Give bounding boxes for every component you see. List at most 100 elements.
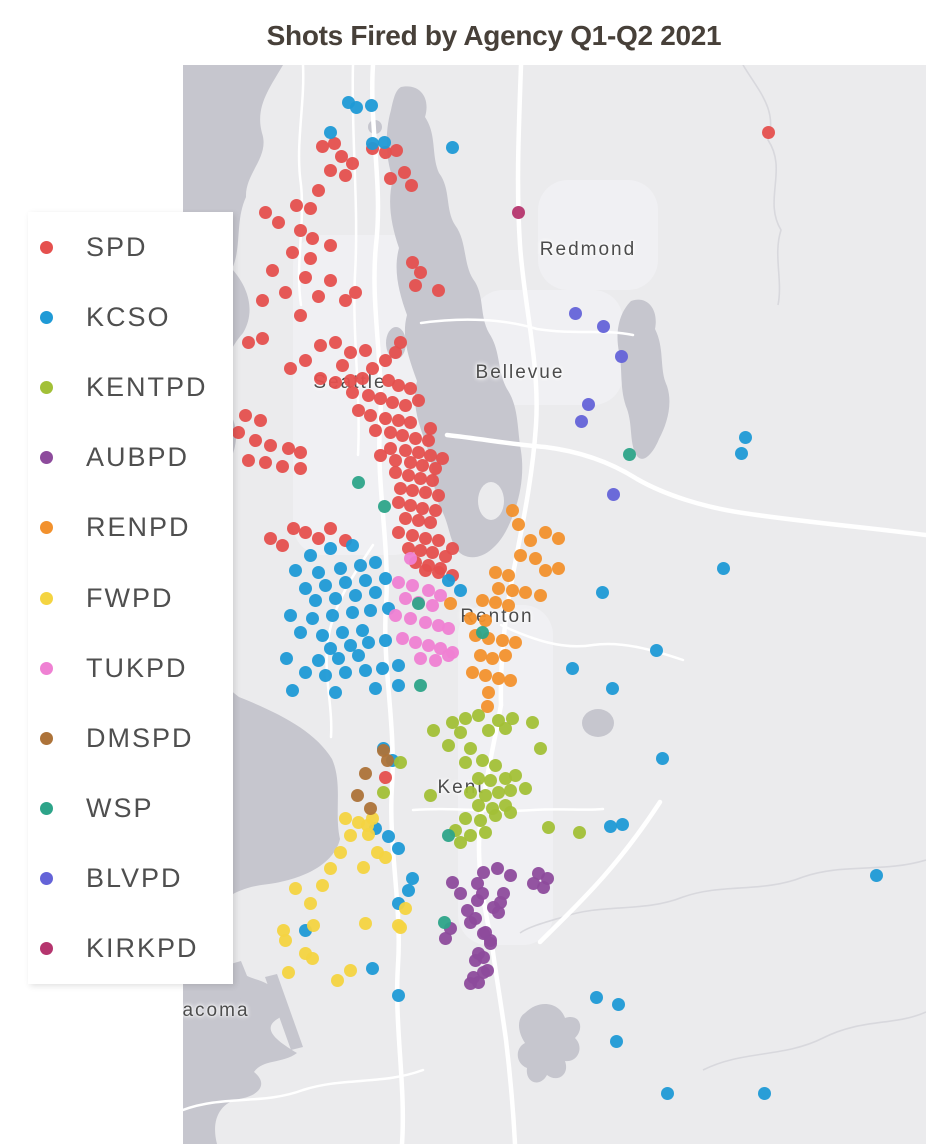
point-kcso[interactable] [364, 98, 378, 112]
point-dmspd[interactable] [350, 788, 364, 802]
point-tukpd[interactable] [391, 575, 405, 589]
point-wsp[interactable] [377, 499, 391, 513]
point-fwpd[interactable] [288, 881, 302, 895]
point-kentpd[interactable] [475, 753, 489, 767]
point-dmspd[interactable] [358, 766, 372, 780]
point-spd[interactable] [395, 428, 409, 442]
point-spd[interactable] [361, 388, 375, 402]
point-spd[interactable] [403, 455, 417, 469]
point-wsp[interactable] [622, 447, 636, 461]
point-fwpd[interactable] [305, 951, 319, 965]
point-kentpd[interactable] [478, 825, 492, 839]
point-kcso[interactable] [311, 565, 325, 579]
point-spd[interactable] [401, 541, 415, 555]
point-spd[interactable] [411, 445, 425, 459]
point-spd[interactable] [286, 521, 300, 535]
point-aubpd[interactable] [463, 976, 477, 990]
point-spd[interactable] [368, 423, 382, 437]
point-kentpd[interactable] [463, 741, 477, 755]
point-spd[interactable] [385, 395, 399, 409]
point-kentpd[interactable] [453, 725, 467, 739]
point-renpd[interactable] [523, 533, 537, 547]
point-kcso[interactable] [323, 125, 337, 139]
point-fwpd[interactable] [278, 933, 292, 947]
point-renpd[interactable] [480, 699, 494, 713]
point-blvpd[interactable] [574, 414, 588, 428]
point-spd[interactable] [403, 498, 417, 512]
point-aubpd[interactable] [503, 868, 517, 882]
point-kcso[interactable] [358, 663, 372, 677]
point-spd[interactable] [435, 451, 449, 465]
point-kcso[interactable] [355, 623, 369, 637]
point-spd[interactable] [253, 413, 267, 427]
point-spd[interactable] [378, 353, 392, 367]
point-spd[interactable] [405, 255, 419, 269]
point-aubpd[interactable] [463, 915, 477, 929]
point-spd[interactable] [408, 431, 422, 445]
point-kcso[interactable] [655, 751, 669, 765]
point-kcso[interactable] [716, 561, 730, 575]
point-kcso[interactable] [345, 605, 359, 619]
point-renpd[interactable] [551, 561, 565, 575]
point-spd[interactable] [241, 453, 255, 467]
point-spd[interactable] [285, 245, 299, 259]
point-kentpd[interactable] [458, 755, 472, 769]
point-kentpd[interactable] [503, 805, 517, 819]
point-spd[interactable] [358, 343, 372, 357]
point-spd[interactable] [378, 145, 392, 159]
point-spd[interactable] [334, 149, 348, 163]
point-spd[interactable] [327, 136, 341, 150]
point-renpd[interactable] [473, 648, 487, 662]
point-spd[interactable] [323, 273, 337, 287]
point-kentpd[interactable] [503, 783, 517, 797]
point-spd[interactable] [283, 361, 297, 375]
point-aubpd[interactable] [490, 861, 504, 875]
point-spd[interactable] [411, 393, 425, 407]
point-kcso[interactable] [391, 658, 405, 672]
legend-item-kcso[interactable]: KCSO [28, 282, 233, 352]
point-tukpd[interactable] [431, 618, 445, 632]
point-spd[interactable] [328, 375, 342, 389]
point-aubpd[interactable] [470, 893, 484, 907]
point-spd[interactable] [415, 458, 429, 472]
point-kentpd[interactable] [471, 771, 485, 785]
point-spd[interactable] [323, 163, 337, 177]
point-spd[interactable] [428, 461, 442, 475]
point-spd[interactable] [411, 513, 425, 527]
point-fwpd[interactable] [398, 901, 412, 915]
point-kentpd[interactable] [541, 820, 555, 834]
point-renpd[interactable] [495, 633, 509, 647]
point-aubpd[interactable] [536, 880, 550, 894]
point-spd[interactable] [298, 525, 312, 539]
point-spd[interactable] [293, 223, 307, 237]
point-kcso[interactable] [378, 571, 392, 585]
point-spd[interactable] [313, 371, 327, 385]
point-spd[interactable] [391, 495, 405, 509]
point-tukpd[interactable] [403, 611, 417, 625]
point-spd[interactable] [298, 353, 312, 367]
point-kentpd[interactable] [483, 773, 497, 787]
point-spd[interactable] [345, 385, 359, 399]
point-spd[interactable] [323, 521, 337, 535]
point-blvpd[interactable] [568, 306, 582, 320]
point-kcso[interactable] [298, 665, 312, 679]
point-kcso[interactable] [308, 593, 322, 607]
point-spd[interactable] [431, 283, 445, 297]
point-spd[interactable] [423, 421, 437, 435]
point-renpd[interactable] [551, 531, 565, 545]
point-kcso[interactable] [323, 641, 337, 655]
point-renpd[interactable] [533, 588, 547, 602]
point-kentpd[interactable] [473, 813, 487, 827]
point-spd[interactable] [403, 415, 417, 429]
point-kcso[interactable] [649, 643, 663, 657]
point-kcso[interactable] [869, 868, 883, 882]
point-tukpd[interactable] [418, 615, 432, 629]
point-kentpd[interactable] [505, 711, 519, 725]
point-kentpd[interactable] [453, 835, 467, 849]
point-spd[interactable] [378, 770, 392, 784]
point-spd[interactable] [413, 543, 427, 557]
point-renpd[interactable] [443, 596, 457, 610]
point-spd[interactable] [343, 373, 357, 387]
point-aubpd[interactable] [476, 865, 490, 879]
point-spd[interactable] [373, 448, 387, 462]
